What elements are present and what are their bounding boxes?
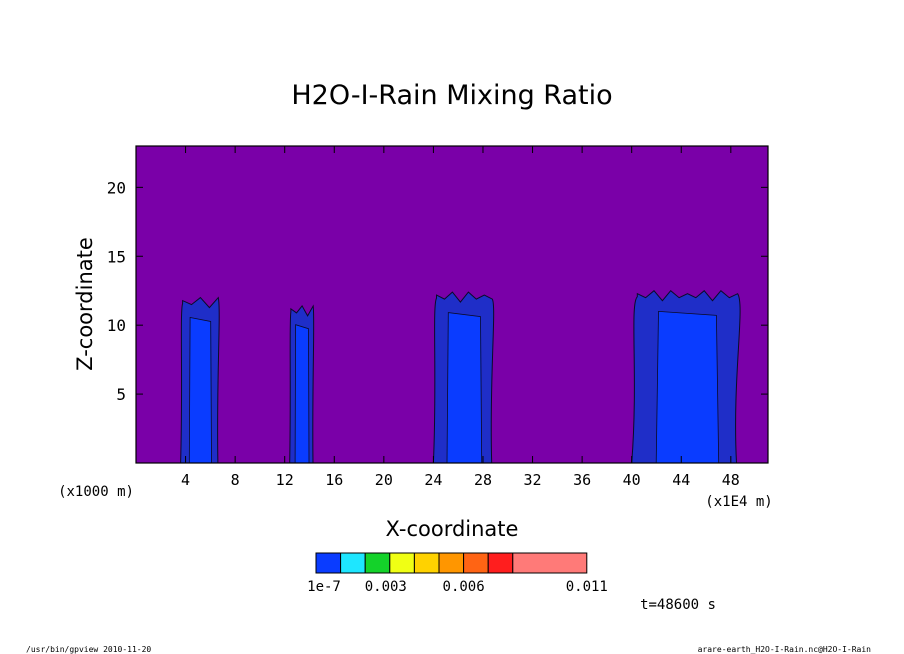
rain-column-core [655, 310, 720, 464]
colorbar-swatch [487, 552, 514, 574]
y-tick-label: 10 [107, 316, 126, 335]
colorbar-label: 0.011 [566, 579, 608, 595]
x-tick-label: 24 [424, 471, 442, 489]
y-tick-label: 20 [107, 178, 126, 197]
x-tick-label: 44 [672, 471, 690, 489]
colorbar-swatch [512, 552, 588, 574]
x-tick-label: 12 [276, 471, 294, 489]
x-tick-label: 20 [375, 471, 393, 489]
rain-column-core [446, 312, 483, 464]
colorbar: 1e-7 0.003 0.006 0.011 [307, 552, 608, 595]
footer-right: arare-earth_H2O-I-Rain.nc@H2O-I-Rain [698, 645, 872, 654]
x-tick-label: 32 [524, 471, 542, 489]
x-tick-label: 40 [623, 471, 641, 489]
colorbar-label: 1e-7 [307, 579, 341, 595]
x-tick-label: 4 [181, 471, 190, 489]
colorbar-swatch [413, 552, 440, 574]
colorbar-label: 0.006 [443, 579, 485, 595]
rain-column-core [188, 317, 212, 464]
rain-column-core [294, 324, 310, 464]
colorbar-swatch [389, 552, 415, 574]
colorbar-swatch [438, 552, 465, 574]
time-label: t=48600 s [640, 597, 716, 613]
colorbar-swatch [463, 552, 489, 574]
x-unit-left: (x1000 m) [58, 484, 134, 500]
y-tick-label: 5 [116, 385, 126, 404]
x-unit-right: (x1E4 m) [705, 494, 772, 510]
y-tick-label: 15 [107, 247, 126, 266]
x-tick-label: 28 [474, 471, 492, 489]
colorbar-label: 0.003 [365, 579, 407, 595]
x-axis-label: X-coordinate [386, 517, 519, 541]
x-tick-label: 48 [722, 471, 740, 489]
y-axis-label: Z-coordinate [73, 237, 97, 371]
colorbar-swatch [340, 552, 366, 574]
x-tick-label: 36 [573, 471, 591, 489]
rain-columns [180, 289, 741, 464]
x-tick-label: 16 [325, 471, 343, 489]
chart-title: H2O-I-Rain Mixing Ratio [291, 80, 612, 111]
plot-frame [135, 145, 769, 464]
colorbar-swatch [364, 552, 391, 574]
colorbar-swatch [315, 552, 342, 574]
x-tick-label: 8 [231, 471, 240, 489]
footer-left: /usr/bin/gpview 2010-11-20 [26, 645, 151, 654]
